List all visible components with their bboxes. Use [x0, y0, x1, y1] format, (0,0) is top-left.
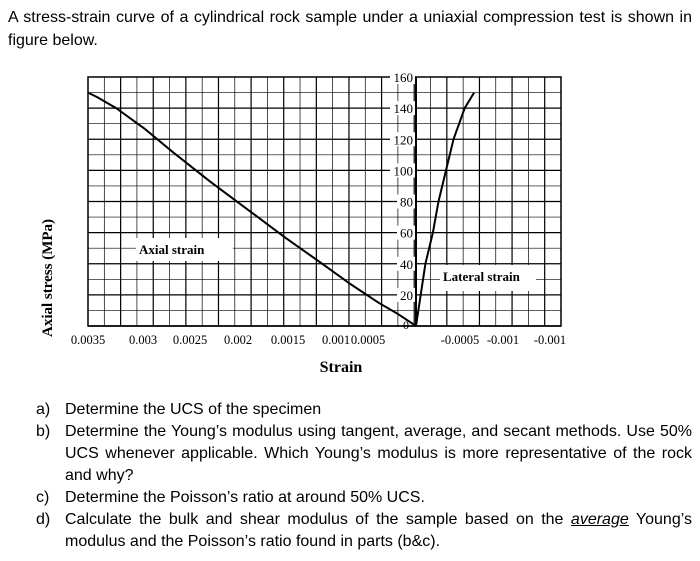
- y-tick-bg: [390, 163, 415, 178]
- chart-curves: Axial strain Lateral strain: [87, 91, 536, 327]
- axial-strain-label-box: [136, 238, 233, 261]
- x-tick-label: 0.0035: [71, 333, 105, 347]
- question-label: d): [36, 511, 51, 528]
- x-tick-label: -0.0005: [441, 333, 480, 347]
- y-tick-label: 20: [400, 288, 413, 303]
- lateral-strain-curve: [415, 92, 475, 327]
- problem-intro: A stress-strain curve of a cylindrical r…: [8, 9, 692, 49]
- x-tick-label: -0.001: [487, 333, 519, 347]
- y-tick-bg: [397, 194, 415, 209]
- question-label: a): [36, 401, 51, 418]
- y-tick-label: 0: [403, 318, 409, 332]
- question-d: d) Calculate the bulk and shear modulus …: [36, 509, 692, 553]
- emphasized-word: average: [570, 511, 629, 528]
- question-label: b): [36, 423, 51, 440]
- y-tick-label: 40: [400, 257, 413, 272]
- question-list: a) Determine the UCS of the specimen b) …: [36, 399, 692, 553]
- x-axis-label: Strain: [320, 359, 363, 376]
- y-tick-label: 80: [400, 195, 413, 210]
- y-tick-bg: [397, 256, 415, 271]
- y-tick-bg: [390, 101, 415, 116]
- lateral-strain-label-box: [440, 265, 536, 291]
- y-tick-bg: [390, 132, 415, 147]
- y-tick-bg: [397, 225, 415, 240]
- y-tick-bg: [390, 70, 415, 84]
- x-tick-label: 0.002: [224, 333, 252, 347]
- y-tick-label: 160: [394, 70, 414, 85]
- question-text: Determine the UCS of the specimen: [65, 401, 322, 418]
- lateral-strain-label: Lateral strain: [443, 269, 521, 284]
- x-tick-label: 0.001: [322, 333, 350, 347]
- y-tick-label: 120: [394, 132, 414, 147]
- question-a: a) Determine the UCS of the specimen: [36, 399, 692, 421]
- question-text: Determine the Poisson’s ratio at around …: [65, 489, 425, 506]
- question-text: Determine the Young’s modulus using tang…: [65, 423, 692, 484]
- chart-tick-labels: 0 20 40 60 80 100 120 140 160 0.0035 0.003 0.0025 0.…: [71, 70, 566, 347]
- chart-axes: [88, 77, 561, 327]
- y-tick-label: 140: [394, 101, 414, 116]
- x-tick-label: 0.0025: [173, 333, 207, 347]
- y-tick-label: 60: [400, 226, 413, 241]
- question-text: Calculate the bulk and shear modulus of …: [65, 511, 692, 550]
- axial-strain-curve: [87, 91, 417, 327]
- x-tick-label: 0.0015: [271, 333, 305, 347]
- x-tick-label: 0.003: [129, 333, 157, 347]
- stress-strain-chart: Axial strain Lateral strain 0 20 40 60 80 100 1…: [40, 70, 566, 376]
- axial-strain-label: Axial strain: [139, 242, 205, 257]
- y-tick-label: 100: [394, 163, 414, 178]
- question-label: c): [36, 489, 50, 506]
- y-axis-label: Axial stress (MPa): [40, 219, 56, 337]
- x-tick-label: -0.001: [534, 333, 566, 347]
- question-b: b) Determine the Young’s modulus using t…: [36, 421, 692, 487]
- y-tick-bg: [397, 287, 415, 302]
- x-tick-label: 0.0005: [351, 333, 385, 347]
- question-c: c) Determine the Poisson’s ratio at arou…: [36, 487, 692, 509]
